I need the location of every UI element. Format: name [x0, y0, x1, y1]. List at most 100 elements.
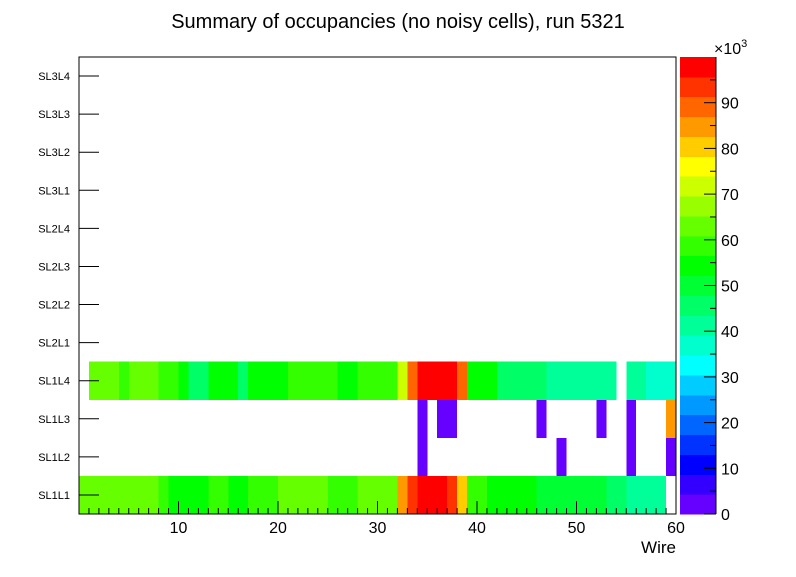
y-tick-label-sl1l4: SL1L4 [38, 376, 70, 388]
colorbar-band [680, 215, 716, 237]
heatmap-cell-sl1l1 [626, 475, 667, 514]
heatmap-cell-sl1l4 [188, 361, 209, 400]
heatmap-cell-sl1l1 [486, 475, 537, 514]
heatmap-cell-sl1l4 [178, 361, 189, 400]
heatmap-cell-sl1l1 [457, 475, 468, 514]
heatmap-cell-sl1l4 [626, 361, 647, 400]
colorbar-band [680, 374, 716, 396]
colorbar-band [680, 275, 716, 296]
heatmap-cell-sl1l4 [128, 361, 159, 400]
heatmap-cell-sl1l1 [447, 475, 458, 514]
colorbar-band [680, 255, 716, 277]
heatmap-cell-sl1l4 [467, 361, 497, 400]
colorbar-band [680, 136, 716, 157]
x-tick-label: 50 [568, 520, 586, 537]
colorbar-band [680, 57, 716, 78]
colorbar-band [680, 414, 716, 436]
colorbar-tick-label: 30 [721, 370, 739, 387]
y-tick-label-sl2l2: SL2L2 [38, 300, 70, 312]
heatmap-cell-sl1l3 [536, 399, 547, 438]
heatmap-cell-sl1l1 [467, 475, 477, 514]
colorbar-band [680, 494, 716, 515]
plot-frame [78, 56, 677, 515]
colorbar-band [680, 335, 716, 356]
heatmap-cell-sl1l4 [287, 361, 338, 400]
y-tick-label-sl1l1: SL1L1 [38, 490, 70, 502]
heatmap-cell-sl1l4 [158, 361, 179, 400]
colorbar-tick-label: 90 [721, 96, 739, 113]
y-tick-label-sl1l3: SL1L3 [38, 414, 70, 426]
colorbar-band [680, 315, 716, 336]
heatmap-cell-sl1l1 [477, 475, 487, 514]
colorbar-tick-label: 60 [721, 233, 739, 250]
heatmap-cell-sl1l4 [118, 361, 129, 400]
heatmap-cell-sl1l4 [496, 361, 547, 400]
heatmap-cell-sl1l3 [417, 399, 428, 438]
heatmap-cell-sl1l4 [337, 361, 358, 400]
heatmap-cell-sl1l4 [457, 361, 468, 400]
heatmap-cell-sl1l2 [417, 437, 428, 476]
colorbar-band [680, 196, 716, 217]
colorbar-band [680, 355, 716, 376]
heatmap-cell-sl1l2 [666, 437, 676, 476]
heatmap-cell-sl1l1 [228, 475, 249, 514]
x-axis-label: Wire [641, 538, 676, 557]
x-tick-label: 20 [269, 520, 287, 537]
colorbar-band [680, 116, 716, 137]
heatmap-cells [79, 361, 676, 514]
heatmap-cell-sl1l1 [417, 475, 448, 514]
heatmap-cell-sl1l3 [596, 399, 607, 438]
x-tick-label: 40 [468, 520, 486, 537]
heatmap-cell-sl1l4 [357, 361, 398, 400]
heatmap-cell-sl1l1 [248, 475, 278, 514]
heatmap-cell-sl1l1 [278, 475, 328, 514]
x-axis: 10 20 30 40 50 60 [88, 501, 685, 537]
heatmap-cell-sl1l4 [546, 361, 617, 400]
colorbar: 0 10 20 30 40 50 60 70 80 90 [680, 57, 739, 524]
y-tick-label-sl2l3: SL2L3 [38, 261, 70, 273]
colorbar-tick-label: 80 [721, 141, 739, 158]
heatmap-cell-sl1l2 [626, 437, 637, 476]
colorbar-band [680, 295, 716, 316]
heatmap-cell-sl1l4 [248, 361, 288, 400]
heatmap-cell-sl1l1 [208, 475, 229, 514]
heatmap-cell-sl1l4 [397, 361, 408, 400]
colorbar-tick-label: 70 [721, 187, 739, 204]
heatmap-cell-sl1l1 [407, 475, 418, 514]
colorbar-band [680, 235, 716, 257]
heatmap-cell-sl1l2 [556, 437, 567, 476]
colorbar-band [680, 394, 716, 416]
heatmap-cell-sl1l1 [397, 475, 408, 514]
y-tick-label-sl3l3: SL3L3 [38, 109, 70, 121]
colorbar-multiplier-base: ×10 [714, 41, 741, 58]
heatmap-cell-sl1l1 [606, 475, 627, 514]
chart-title: Summary of occupancies (no noisy cells),… [171, 11, 625, 33]
heatmap-cell-sl1l4 [417, 361, 458, 400]
x-tick-label: 60 [667, 520, 685, 537]
colorbar-multiplier: ×103 [714, 38, 747, 58]
heatmap-cell-sl1l4 [208, 361, 239, 400]
heatmap-cell-sl1l1 [168, 475, 179, 514]
heatmap-cell-sl1l3 [666, 399, 676, 438]
colorbar-band [680, 474, 716, 495]
y-tick-label-sl1l2: SL1L2 [38, 452, 70, 464]
colorbar-band [680, 454, 716, 475]
colorbar-tick-label: 20 [721, 416, 739, 433]
heatmap-cell-sl1l3 [437, 399, 458, 438]
colorbar-tick-label: 10 [721, 461, 739, 478]
colorbar-tick-label: 40 [721, 324, 739, 341]
colorbar-multiplier-exponent: 3 [741, 38, 747, 50]
heatmap-cell-sl1l4 [238, 361, 249, 400]
colorbar-band [680, 76, 716, 98]
y-tick-label-sl3l1: SL3L1 [38, 185, 70, 197]
y-tick-label-sl3l2: SL3L2 [38, 147, 70, 159]
heatmap-cell-sl1l1 [158, 475, 169, 514]
heatmap-cell-sl1l3 [626, 399, 637, 438]
heatmap-cell-sl1l4 [646, 361, 676, 400]
y-axis: SL1L1 SL1L2 SL1L3 SL1L4 SL2L1 SL2L2 SL2L3 SL2L4… [38, 71, 99, 502]
x-tick-label: 10 [170, 520, 188, 537]
x-tick-label: 30 [369, 520, 387, 537]
heatmap-cell-sl1l1 [536, 475, 607, 514]
